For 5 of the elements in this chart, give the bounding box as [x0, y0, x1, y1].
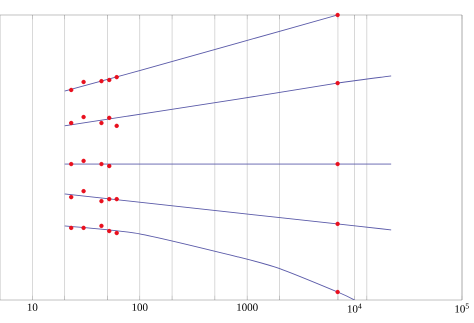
- x-tick-label: 100: [132, 304, 148, 311]
- x-tick-label: 10: [28, 304, 38, 311]
- x-tick-label: 10$^{5}$: [455, 304, 469, 313]
- x-tick-label: 10$^{4}$: [348, 304, 362, 313]
- x-tick-label: 1000: [237, 304, 258, 311]
